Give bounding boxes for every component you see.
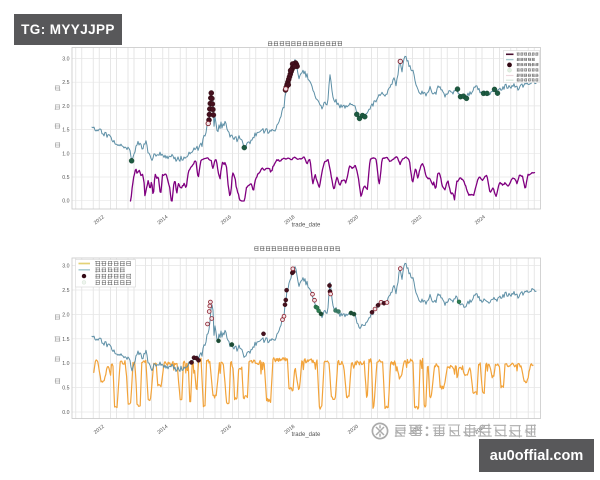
svg-text:trade_date: trade_date: [292, 223, 321, 229]
svg-text:0.0: 0.0: [62, 199, 69, 205]
svg-text:0.5: 0.5: [62, 175, 69, 181]
svg-text:0.0: 0.0: [62, 410, 69, 416]
svg-text:2022: 2022: [410, 214, 423, 226]
svg-text:2022: 2022: [410, 424, 423, 436]
svg-text:1.0: 1.0: [62, 361, 69, 367]
svg-text:1.5: 1.5: [62, 128, 69, 134]
svg-text:2016: 2016: [220, 214, 233, 226]
svg-text:2014: 2014: [156, 424, 169, 436]
svg-text:2.0: 2.0: [62, 312, 69, 318]
svg-text:3.0: 3.0: [62, 57, 69, 63]
svg-text:2018: 2018: [283, 214, 296, 226]
svg-text:2020: 2020: [347, 424, 360, 436]
svg-text:trade_date: trade_date: [292, 432, 321, 438]
svg-text:2012: 2012: [93, 214, 106, 226]
svg-text:0.5: 0.5: [62, 386, 69, 392]
svg-text:2018: 2018: [283, 424, 296, 436]
svg-text:2.5: 2.5: [62, 80, 69, 86]
svg-text:3.0: 3.0: [62, 264, 69, 270]
svg-text:2024: 2024: [474, 214, 487, 226]
svg-text:2020: 2020: [347, 214, 360, 226]
svg-text:2.5: 2.5: [62, 288, 69, 294]
svg-text:2014: 2014: [156, 214, 169, 226]
svg-text:2.0: 2.0: [62, 104, 69, 110]
svg-text:1.5: 1.5: [62, 337, 69, 343]
svg-text:2016: 2016: [220, 424, 233, 436]
svg-text:2012: 2012: [93, 424, 106, 436]
svg-text:1.0: 1.0: [62, 151, 69, 157]
